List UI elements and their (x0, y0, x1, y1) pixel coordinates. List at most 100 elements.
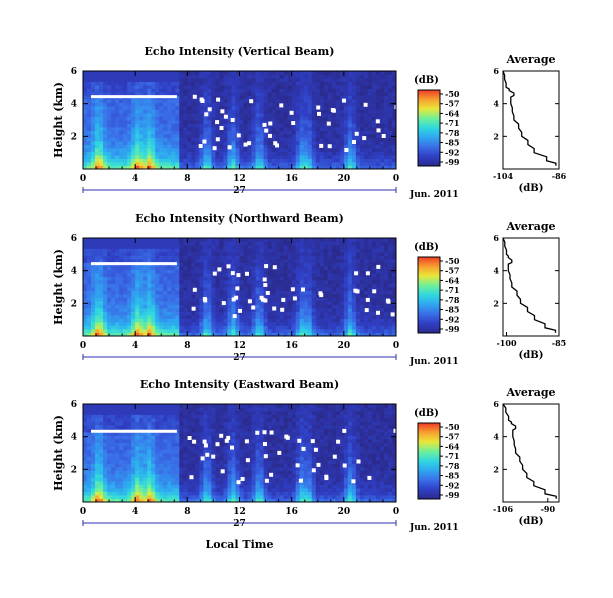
heatmap-cell (123, 304, 128, 309)
heatmap-cell (175, 106, 180, 110)
heatmap-cell (183, 155, 188, 159)
heatmap-cell (379, 92, 385, 96)
heatmap-cell (143, 273, 148, 277)
heatmap-cell (383, 262, 389, 267)
heatmap-cell (143, 283, 148, 288)
heatmap-cell (127, 269, 132, 274)
heatmap-cell (343, 144, 349, 149)
heatmap-cell (91, 273, 96, 277)
heatmap-cell (111, 85, 116, 89)
heatmap-cell (307, 116, 313, 121)
heatmap-cell (199, 95, 204, 100)
colorbar-segment (418, 135, 440, 138)
heatmap-cell (283, 318, 289, 323)
heatmap-cell (275, 141, 281, 145)
heatmap-cell (343, 127, 349, 131)
heatmap-cell (159, 245, 164, 249)
heatmap-cell (87, 155, 92, 159)
heatmap-cell (247, 88, 252, 93)
heatmap-cell (335, 120, 341, 124)
heatmap-cell (119, 238, 124, 242)
heatmap-cell (295, 329, 301, 333)
heatmap-cell (111, 151, 116, 156)
heatmap-cell (211, 290, 216, 295)
heatmap-cell (315, 155, 321, 159)
heatmap-cell (343, 109, 349, 114)
heatmap-cell (367, 102, 373, 107)
heatmap-cell (339, 92, 345, 96)
heatmap-cell (139, 252, 144, 256)
heatmap-cell (87, 116, 92, 121)
heatmap-cell (123, 120, 128, 124)
heatmap-cell (343, 137, 349, 142)
heatmap-cell (327, 325, 333, 330)
heatmap-cell (387, 127, 393, 131)
heatmap-cell (175, 266, 180, 270)
heatmap-cell (359, 245, 365, 249)
heatmap-cell (247, 123, 252, 128)
heatmap-cell (87, 407, 92, 412)
colorbar-segment (418, 124, 440, 127)
heatmap-cell (219, 102, 224, 107)
heatmap-cell (155, 116, 160, 121)
heatmap-cell (239, 325, 244, 330)
heatmap-cell (223, 109, 228, 114)
heatmap-cell (251, 318, 256, 323)
heatmap-cell (299, 311, 305, 316)
heatmap-cell (307, 266, 313, 270)
heatmap-cell (283, 245, 289, 249)
heatmap-cell (379, 248, 385, 253)
heatmap-cell (91, 102, 96, 107)
heatmap-cell (207, 266, 212, 270)
heatmap-cell (255, 269, 260, 274)
heatmap-cell (219, 241, 224, 246)
heatmap-cell (111, 280, 116, 284)
heatmap-cell (211, 269, 216, 274)
heatmap-cell (139, 238, 144, 242)
heatmap-cell (335, 252, 341, 256)
heatmap-cell (335, 290, 341, 295)
heatmap-cell (207, 273, 212, 277)
heatmap-cell (199, 113, 204, 117)
heatmap-cell (379, 290, 385, 295)
heatmap-cell (287, 290, 293, 295)
heatmap-cell (195, 113, 200, 117)
heatmap-cell (283, 325, 289, 330)
heatmap-cell (207, 144, 212, 149)
heatmap-cell (227, 151, 232, 156)
heatmap-cell (227, 294, 232, 298)
heatmap-cell (135, 81, 140, 86)
heatmap-cell (239, 74, 244, 79)
heatmap-cell (159, 85, 164, 89)
heatmap-cell (207, 165, 212, 170)
heatmap-cell (135, 88, 140, 93)
heatmap-cell (315, 158, 321, 163)
heatmap-cell (171, 113, 176, 117)
heatmap-cell (303, 269, 309, 274)
heatmap-cell (239, 294, 244, 298)
heatmap-cell (219, 116, 224, 121)
heatmap-cell (343, 102, 349, 107)
heatmap-cell (151, 130, 156, 135)
heatmap-cell (283, 304, 289, 309)
heatmap-cell (391, 78, 397, 82)
heatmap-cell (155, 144, 160, 149)
heatmap-cell (143, 332, 148, 337)
heatmap-cell (179, 81, 184, 86)
heatmap-cell (347, 78, 353, 82)
heatmap-cell (239, 283, 244, 288)
heatmap-cell (387, 262, 393, 267)
heatmap-cell (231, 262, 236, 267)
heatmap-cell (391, 248, 397, 253)
heatmap-cell (227, 315, 232, 319)
heatmap-cell (287, 74, 293, 79)
heatmap-cell (287, 259, 293, 263)
heatmap-cell (275, 78, 281, 82)
heatmap-cell (243, 127, 248, 131)
heatmap-cell (211, 325, 216, 330)
heatmap-cell (359, 141, 365, 145)
heatmap-cell (251, 158, 256, 163)
heatmap-cell (103, 425, 108, 429)
heatmap-cell (267, 158, 272, 163)
heatmap-cell (303, 102, 309, 107)
